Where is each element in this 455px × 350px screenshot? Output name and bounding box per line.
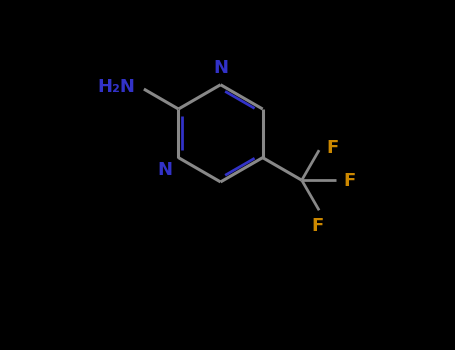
Text: N: N (157, 161, 172, 179)
Text: H₂N: H₂N (97, 78, 135, 96)
Text: N: N (213, 59, 228, 77)
Text: F: F (344, 172, 356, 190)
Text: F: F (311, 217, 324, 235)
Text: F: F (326, 139, 339, 158)
